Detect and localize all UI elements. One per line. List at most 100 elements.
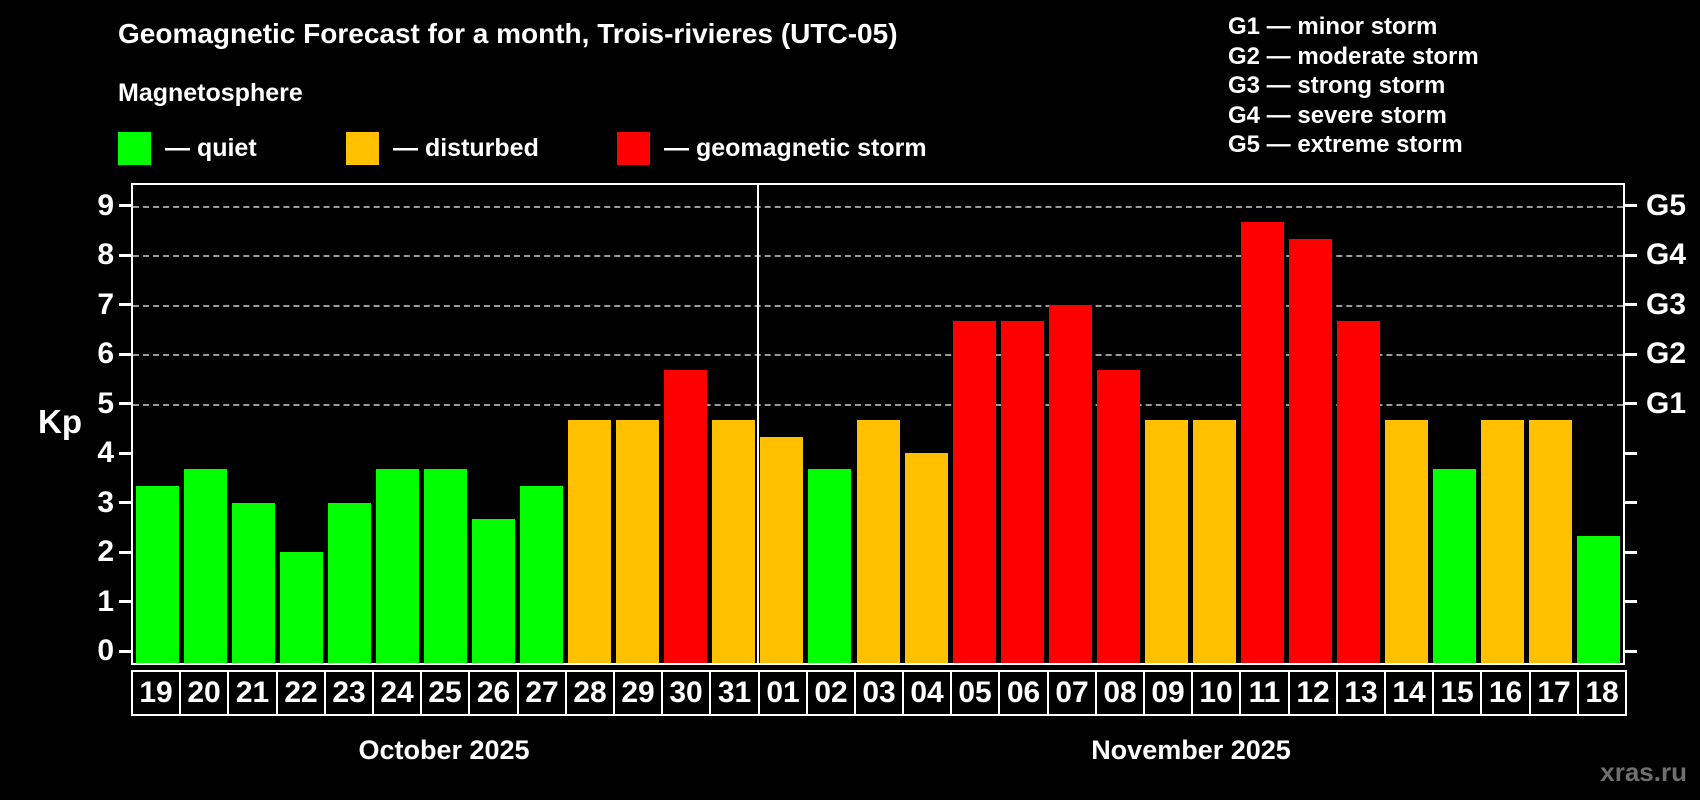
right-tick-4 xyxy=(1625,451,1637,455)
kp-bar-october-31 xyxy=(712,419,756,663)
kp-bar-november-02 xyxy=(808,469,852,663)
date-cell-20: 20 xyxy=(179,670,229,716)
kp-bar-november-13 xyxy=(1337,320,1381,663)
legend-label-storm: — geomagnetic storm xyxy=(664,133,927,162)
plot-inner xyxy=(133,185,1623,663)
date-cell-19: 19 xyxy=(131,670,181,716)
kp-bar-october-19 xyxy=(135,486,179,663)
left-tick-3 xyxy=(119,501,131,504)
kp-bar-october-25 xyxy=(423,469,467,663)
date-cell-29: 29 xyxy=(613,670,663,716)
date-cell-03: 03 xyxy=(854,670,904,716)
left-tick-2 xyxy=(119,550,131,554)
g5-legend-line: G5 — extreme storm xyxy=(1228,131,1463,158)
kp-bar-november-03 xyxy=(856,419,900,663)
date-cell-11: 11 xyxy=(1239,670,1290,716)
y-axis-label-4: 4 xyxy=(97,436,114,469)
month-separator-line xyxy=(756,185,759,663)
kp-bar-november-01 xyxy=(760,436,804,663)
date-cell-18: 18 xyxy=(1577,670,1627,716)
kp-bar-october-29 xyxy=(616,419,660,663)
y-axis-title: Kp xyxy=(38,403,82,440)
date-cell-04: 04 xyxy=(902,670,952,716)
gridline-kp6 xyxy=(133,354,1623,356)
date-cell-07: 07 xyxy=(1047,670,1097,716)
kp-bar-november-14 xyxy=(1385,419,1429,663)
kp-bar-october-23 xyxy=(327,502,371,663)
date-cell-27: 27 xyxy=(517,670,567,716)
g2-legend-line: G2 — moderate storm xyxy=(1228,42,1479,70)
kp-bar-october-28 xyxy=(568,419,612,663)
quiet-color-swatch xyxy=(118,131,151,165)
legend-label-quiet: — quiet xyxy=(165,133,257,162)
date-cell-13: 13 xyxy=(1336,670,1386,716)
gridline-kp8 xyxy=(133,255,1623,257)
y-axis-label-6: 6 xyxy=(97,337,114,370)
g-scale-label-g3: G3 xyxy=(1646,287,1687,321)
date-cell-21: 21 xyxy=(227,670,278,716)
y-axis-label-9: 9 xyxy=(97,188,114,222)
left-tick-1 xyxy=(119,600,131,603)
legend-label-disturbed: — disturbed xyxy=(393,133,539,162)
page-title: Geomagnetic Forecast for a month, Trois-… xyxy=(118,18,898,49)
gridline-kp5 xyxy=(133,403,1623,406)
y-axis-label-0: 0 xyxy=(97,634,114,667)
kp-bar-october-22 xyxy=(279,552,323,663)
y-axis-label-8: 8 xyxy=(97,238,114,271)
kp-bar-october-27 xyxy=(520,486,564,663)
date-cell-16: 16 xyxy=(1480,670,1531,716)
g-scale-label-g1: G1 xyxy=(1646,386,1687,420)
date-cell-02: 02 xyxy=(806,670,856,716)
magnetosphere-label: Magnetosphere xyxy=(118,79,303,107)
disturbed-color-swatch xyxy=(346,131,379,165)
right-tick-1 xyxy=(1625,600,1637,603)
right-tick-5 xyxy=(1625,402,1637,405)
y-axis-label-7: 7 xyxy=(97,287,114,321)
date-cell-17: 17 xyxy=(1529,670,1579,716)
date-cell-31: 31 xyxy=(709,670,760,716)
y-axis-label-1: 1 xyxy=(97,584,114,618)
kp-bar-november-05 xyxy=(952,320,996,663)
left-tick-5 xyxy=(119,402,131,405)
kp-bar-october-21 xyxy=(231,502,275,663)
date-cell-10: 10 xyxy=(1191,670,1241,716)
right-tick-2 xyxy=(1625,550,1637,554)
left-tick-6 xyxy=(119,352,131,356)
month-label-november: November 2025 xyxy=(1091,735,1291,765)
kp-bar-november-12 xyxy=(1289,238,1333,663)
right-tick-6 xyxy=(1625,352,1637,356)
g-scale-label-g2: G2 xyxy=(1646,337,1687,370)
right-tick-3 xyxy=(1625,501,1637,504)
legend-item-storm: — geomagnetic storm xyxy=(617,131,927,165)
date-cell-28: 28 xyxy=(565,670,615,716)
legend-item-disturbed: — disturbed xyxy=(346,131,539,165)
date-cell-15: 15 xyxy=(1432,670,1482,716)
gridline-kp7 xyxy=(133,304,1623,307)
date-cell-06: 06 xyxy=(998,670,1049,716)
date-cell-22: 22 xyxy=(276,670,326,716)
kp-bar-november-08 xyxy=(1096,370,1140,663)
kp-bar-november-15 xyxy=(1433,469,1477,663)
gridline-kp9 xyxy=(133,205,1623,208)
kp-bar-october-26 xyxy=(471,518,515,663)
left-tick-0 xyxy=(119,649,131,653)
kp-bar-october-24 xyxy=(375,469,419,663)
date-cell-12: 12 xyxy=(1288,670,1338,716)
date-cell-24: 24 xyxy=(372,670,422,716)
kp-bar-november-16 xyxy=(1481,419,1525,663)
right-tick-0 xyxy=(1625,649,1637,653)
left-tick-8 xyxy=(119,253,131,257)
g4-legend-line: G4 — severe storm xyxy=(1228,101,1447,129)
kp-bar-november-18 xyxy=(1577,535,1621,663)
date-cell-14: 14 xyxy=(1384,670,1434,716)
kp-bar-november-04 xyxy=(904,453,948,663)
left-tick-7 xyxy=(119,303,131,306)
right-tick-8 xyxy=(1625,253,1637,257)
g1-legend-line: G1 — minor storm xyxy=(1228,13,1438,40)
storm-scale-legend: G1 — minor storm G2 — moderate storm G3 … xyxy=(1228,12,1479,160)
month-label-october: October 2025 xyxy=(358,735,530,765)
kp-bar-november-11 xyxy=(1241,221,1285,663)
plot-area xyxy=(131,183,1625,665)
y-axis-label-5: 5 xyxy=(97,386,114,420)
